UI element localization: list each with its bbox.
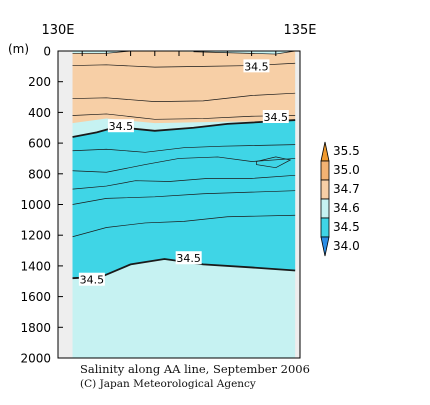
y-tick-label-8: 1600 — [20, 290, 51, 304]
colorbar-swatch-3 — [320, 198, 330, 219]
contour-line-5 — [72, 119, 296, 138]
contour-line-7 — [72, 156, 296, 173]
contour-line-9 — [72, 190, 296, 205]
y-tick-label-1: 200 — [28, 75, 51, 89]
colorbar-label-4: 34.5 — [333, 220, 360, 234]
contour-label-2: 34.5 — [264, 111, 289, 124]
colorbar-swatch-2 — [320, 179, 330, 200]
y-tick-label-5: 1000 — [20, 198, 51, 212]
contour-line-8 — [72, 174, 296, 190]
salinity-layer-0 — [72, 51, 296, 124]
colorbar-label-5: 34.0 — [333, 239, 360, 253]
contour-label-0: 34.5 — [244, 60, 269, 73]
colorbar-swatch-1 — [320, 160, 330, 181]
axes: 130E 135E 0 200 400 600 800 1000 1200 1400 1600 180… — [8, 23, 317, 366]
contour-label-bg-0 — [243, 59, 270, 73]
y-tick-label-4: 800 — [28, 167, 51, 181]
contour-label-3: 34.5 — [176, 252, 201, 265]
x-tick-label-0: 130E — [41, 23, 74, 38]
contour-label-bg-4 — [78, 272, 105, 286]
y-tick-label-7: 1400 — [20, 259, 51, 273]
contour-label-4: 34.5 — [80, 274, 105, 287]
salinity-contours — [72, 50, 296, 280]
contour-line-4 — [72, 113, 296, 120]
salinity-fill-layers — [72, 51, 296, 358]
contour-line-3 — [72, 92, 296, 103]
y-axis-unit: (m) — [8, 42, 29, 56]
contour-line-12 — [256, 156, 292, 169]
colorbar-label-2: 34.7 — [333, 182, 360, 196]
y-tick-label-9: 1800 — [20, 321, 51, 335]
y-tick-label-0: 0 — [43, 45, 51, 59]
chart-title: Salinity along AA line, September 2006 — [80, 362, 310, 376]
contour-label-bg-2 — [262, 110, 289, 124]
y-tick-label-10: 2000 — [20, 352, 51, 366]
contour-label-bg-1 — [107, 119, 134, 133]
colorbar-label-1: 35.0 — [333, 163, 360, 177]
y-tick-label-2: 400 — [28, 106, 51, 120]
contour-line-10 — [72, 214, 296, 238]
x-tick-label-1: 135E — [283, 23, 316, 38]
colorbar-label-3: 34.6 — [333, 201, 360, 215]
y-tick-label-6: 1200 — [20, 229, 51, 243]
contour-labels: 34.5 34.5 34.5 34.5 34.5 — [78, 59, 289, 287]
colorbar-swatch-0 — [320, 141, 330, 162]
contour-label-bg-3 — [175, 251, 202, 265]
chart-credit: (C) Japan Meteorological Agency — [80, 378, 256, 390]
y-tick-label-3: 600 — [28, 137, 51, 151]
colorbar-swatch-5 — [320, 236, 330, 257]
colorbar: 35.5 35.0 34.7 34.6 34.5 34.0 — [320, 141, 360, 257]
contour-label-1: 34.5 — [109, 120, 134, 133]
colorbar-swatch-4 — [320, 217, 330, 238]
contour-line-6 — [72, 144, 296, 153]
colorbar-label-0: 35.5 — [333, 144, 360, 158]
